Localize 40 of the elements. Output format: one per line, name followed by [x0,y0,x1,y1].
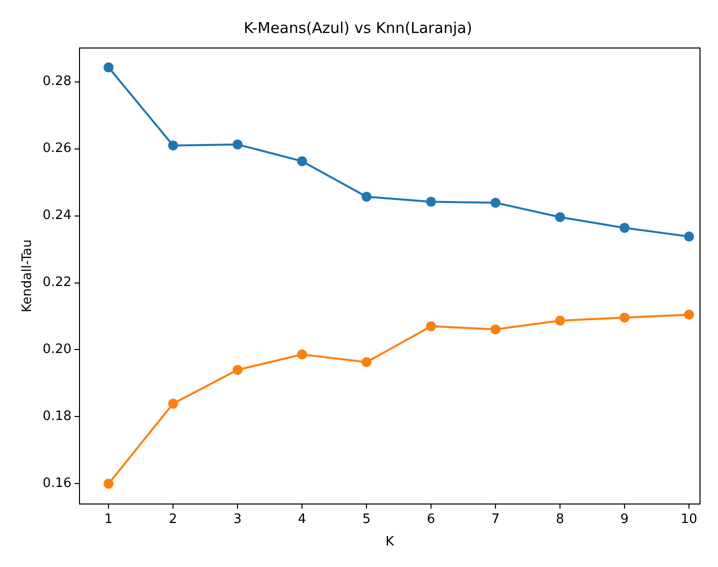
y-tick-label: 0.26 [42,141,72,156]
x-axis-title: K [386,534,395,550]
point [490,198,501,208]
point [362,192,372,202]
point [297,349,308,360]
point [684,310,694,320]
x-tick-label: 8 [556,512,564,527]
point [232,364,243,375]
point [490,324,501,334]
y-tick-label: 0.18 [42,409,72,424]
point [620,312,630,323]
x-tick-label: 4 [298,512,306,527]
point [555,212,566,222]
point [232,139,243,150]
chart-title: K-Means(Azul) vs Knn(Laranja) [244,18,472,37]
x-tick-label: 2 [168,512,178,527]
point [620,222,630,233]
point [168,398,178,409]
y-tick-label: 0.28 [42,74,72,90]
point [362,357,372,368]
y-tick-label: 0.24 [42,208,72,224]
x-tick-label: 3 [233,512,242,527]
y-tick-label: 0.22 [42,275,72,290]
x-tick-label: 1 [104,512,113,527]
x-tick-label: 7 [491,512,500,527]
point [104,478,114,489]
x-tick-label: 5 [362,512,371,527]
point [297,156,308,166]
point [684,232,694,242]
x-tick-label: 10 [680,512,698,527]
y-tick-label: 0.16 [42,476,72,492]
point [426,321,436,332]
point [426,196,436,207]
point [168,140,178,150]
point [555,316,566,326]
point [104,62,114,72]
y-axis-title: Kendall-Tau [20,239,36,312]
x-tick-label: 9 [620,512,629,527]
x-tick-label: 6 [426,512,436,527]
y-tick-label: 0.20 [42,342,72,358]
